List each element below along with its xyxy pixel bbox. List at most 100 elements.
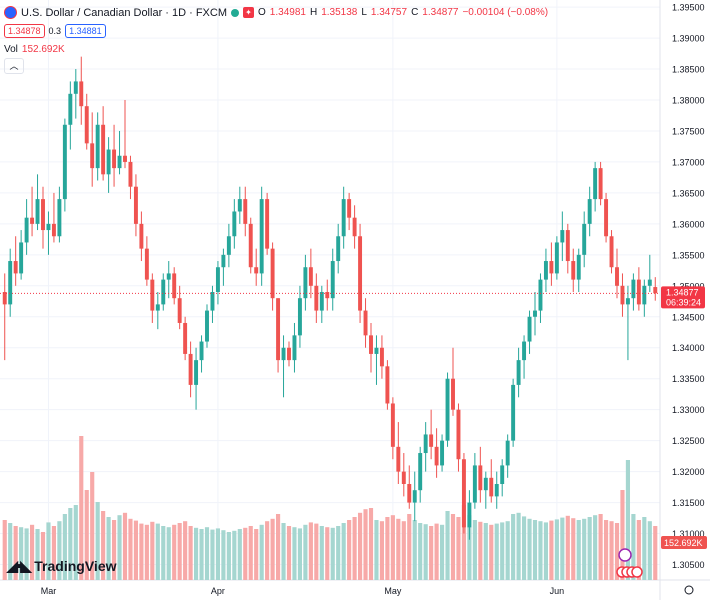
volume-bar [357, 512, 363, 580]
candle-body [560, 230, 565, 243]
candle-body [314, 285, 319, 311]
tradingview-mark-icon: ◢▪◣ [6, 558, 32, 575]
volume-bar [101, 511, 106, 580]
high-label: H [309, 7, 318, 18]
volume-bar [352, 517, 357, 580]
candle-body [615, 267, 619, 286]
volume-bar [133, 520, 139, 580]
volume-bar [472, 520, 477, 580]
candle-body [68, 93, 73, 125]
y-tick-label: 1.34500 [672, 312, 705, 322]
volume-bar [275, 514, 281, 580]
chevron-up-icon[interactable]: ︿ [4, 58, 24, 74]
candle-body [505, 440, 510, 466]
economic-event-icon [631, 566, 643, 578]
x-tick-label: Apr [211, 586, 225, 596]
candle-body [527, 316, 532, 342]
x-tick-label: May [384, 586, 402, 596]
candle-body [636, 279, 641, 305]
volume-bar [177, 523, 182, 580]
sell-button[interactable]: 1.34878 [4, 24, 45, 38]
candle-body [101, 124, 106, 175]
volume-bar [35, 529, 40, 580]
volume-bar [385, 517, 390, 580]
pin-icon[interactable]: ✦ [243, 7, 255, 18]
volume-bar [46, 522, 51, 580]
volume-bar [19, 527, 24, 580]
settings-gear-icon [684, 585, 694, 595]
volume-bar [614, 523, 620, 580]
candle-body [461, 459, 466, 528]
volume-bar [193, 527, 199, 580]
volume-bar [560, 517, 565, 580]
volume-bar [483, 523, 488, 580]
y-tick-label: 1.32500 [672, 436, 705, 446]
volume-bar [259, 524, 264, 580]
volume-bar [625, 460, 631, 580]
volume-bar [374, 520, 379, 580]
volume-bar [631, 514, 636, 580]
volume-bar [286, 526, 292, 580]
candle-body [199, 341, 204, 361]
last-price-value: 1.34877 [666, 287, 699, 297]
candle-body [554, 242, 559, 274]
volume-bar [215, 528, 221, 580]
candle-body [445, 378, 450, 441]
volume-bar [642, 517, 647, 580]
candle-body [358, 236, 363, 311]
candle-body [451, 378, 455, 410]
volume-legend: Vol 152.692K [4, 44, 65, 55]
volume-bar [341, 523, 346, 580]
buy-button[interactable]: 1.34881 [65, 24, 106, 38]
volume-bar [265, 521, 270, 580]
y-tick-label: 1.38000 [672, 96, 705, 106]
volume-bar [521, 516, 527, 580]
candle-body [161, 279, 166, 305]
candle-body [226, 236, 231, 255]
volume-bar [653, 526, 658, 580]
candle-body [24, 217, 29, 243]
candle-body [429, 434, 434, 447]
candle-body [330, 261, 335, 299]
candle-body [647, 279, 652, 286]
volume-bar [221, 530, 226, 580]
volume-bar [95, 502, 100, 580]
volume-bar [347, 520, 352, 580]
candle-body [106, 149, 111, 175]
volume-bar [8, 523, 13, 580]
open-label: O [258, 7, 266, 18]
candle-body [494, 484, 499, 497]
candle-body [604, 199, 609, 237]
volume-bar [2, 520, 7, 580]
volume-bar [183, 521, 188, 580]
volume-bar [582, 518, 587, 580]
volume-bar [396, 518, 401, 580]
volume-bar [226, 532, 231, 580]
volume-bar [532, 520, 538, 580]
candle-body [396, 446, 401, 472]
volume-bar [319, 526, 324, 580]
volume-bar [292, 527, 297, 580]
volume-bar [106, 517, 111, 580]
candle-body [598, 168, 603, 200]
symbol-title[interactable]: U.S. Dollar / Canadian Dollar · 1D · FXC… [21, 6, 228, 19]
candle-body [631, 279, 636, 299]
candle-body [172, 273, 177, 299]
high-value: 1.35138 [321, 7, 358, 18]
candle-body [259, 199, 264, 274]
y-tick-label: 1.34000 [672, 343, 705, 353]
volume-bar [330, 527, 335, 580]
volume-bar [379, 521, 385, 580]
candle-body [194, 360, 199, 385]
candle-body [177, 298, 182, 323]
volume-bar [500, 522, 505, 580]
volume-bar [281, 523, 286, 580]
volume-bar [467, 515, 472, 580]
volume-bar [363, 509, 368, 580]
candle-body [205, 310, 209, 342]
tradingview-logo[interactable]: ◢▪◣ TradingView [6, 556, 117, 576]
y-tick-label: 1.30500 [672, 560, 705, 570]
candle-body [467, 502, 472, 528]
volume-bar [128, 518, 133, 580]
